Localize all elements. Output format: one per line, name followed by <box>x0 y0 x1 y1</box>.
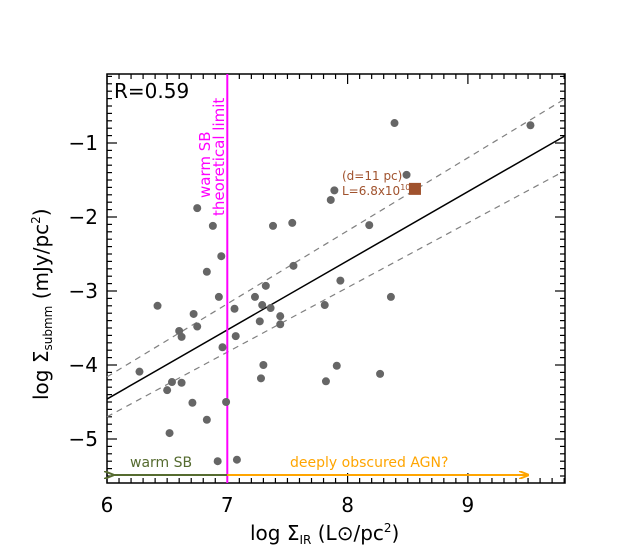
data-point <box>193 322 202 331</box>
confidence-upper-line <box>106 98 565 378</box>
data-point <box>213 457 222 466</box>
axis-tick-labels: 6 7 8 9 −1 −2 −3 −4 −5 <box>69 131 475 517</box>
svg-text:6: 6 <box>101 493 114 517</box>
data-point <box>330 186 339 195</box>
svg-text:log Σsubmm (mJy/pc2): log Σsubmm (mJy/pc2) <box>29 208 55 400</box>
data-point <box>390 119 399 128</box>
data-point <box>135 367 144 376</box>
svg-text:−3: −3 <box>69 279 98 303</box>
data-point <box>165 429 174 438</box>
limit-label-line2: theoretical limit <box>210 98 228 216</box>
data-point <box>177 378 186 387</box>
data-point <box>276 320 285 329</box>
data-point <box>153 301 162 310</box>
data-point <box>256 374 265 383</box>
highlight-label-luminosity: L=6.8x1010 <box>342 183 410 198</box>
data-point <box>231 332 240 341</box>
correlation-annotation: R=0.59 <box>114 79 189 103</box>
data-point <box>376 369 385 378</box>
data-point <box>167 378 176 387</box>
data-point <box>332 361 341 370</box>
data-point <box>217 252 226 261</box>
axis-ticks <box>106 74 565 483</box>
svg-text:9: 9 <box>462 493 475 517</box>
svg-text:−5: −5 <box>69 427 98 451</box>
data-point <box>289 261 298 270</box>
plot-frame <box>106 73 566 484</box>
data-point <box>321 377 330 386</box>
data-point <box>193 204 202 213</box>
data-point <box>288 218 297 227</box>
data-point <box>255 317 264 326</box>
data-point <box>258 301 267 310</box>
x-axis-label: log ΣIR (L⊙/pc2) <box>250 521 399 547</box>
limit-label-line1: warm SB <box>196 131 214 198</box>
svg-text:−4: −4 <box>69 353 98 377</box>
data-point <box>269 221 278 230</box>
warm-sb-label: warm SB <box>130 455 192 471</box>
svg-text:8: 8 <box>341 493 354 517</box>
data-point <box>402 170 411 179</box>
highlight-label-distance: (d=11 pc) <box>342 169 402 183</box>
y-axis-label: log Σsubmm (mJy/pc2) <box>29 208 55 400</box>
data-point <box>386 292 395 301</box>
data-point <box>276 312 285 321</box>
svg-text:−1: −1 <box>69 131 98 155</box>
data-point <box>526 121 535 130</box>
data-point <box>336 276 345 285</box>
svg-text:7: 7 <box>221 493 234 517</box>
data-point <box>163 386 172 395</box>
data-point <box>266 304 275 313</box>
data-point <box>365 221 374 230</box>
data-point <box>218 343 227 352</box>
data-point <box>261 281 270 290</box>
data-point <box>230 304 239 313</box>
data-points <box>135 119 535 466</box>
data-point <box>320 301 329 310</box>
svg-text:log ΣIR (L⊙/pc2): log ΣIR (L⊙/pc2) <box>250 521 399 547</box>
data-point <box>259 361 268 369</box>
highlight-point <box>408 182 421 195</box>
data-point <box>177 332 186 341</box>
data-point <box>326 195 335 204</box>
confidence-lower-line <box>106 170 565 418</box>
data-point <box>189 309 198 318</box>
data-point <box>202 267 211 276</box>
data-point <box>208 221 217 230</box>
data-point <box>214 292 223 301</box>
agn-label: deeply obscured AGN? <box>290 455 448 471</box>
data-point <box>222 398 231 406</box>
data-point <box>202 415 211 424</box>
data-point <box>250 292 259 301</box>
fit-line <box>106 135 565 400</box>
data-point <box>188 398 197 407</box>
data-point <box>232 455 241 464</box>
svg-text:−2: −2 <box>69 205 98 229</box>
